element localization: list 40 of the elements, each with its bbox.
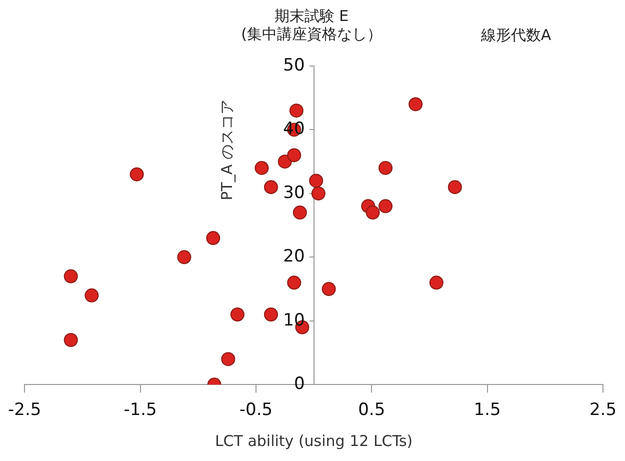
point bbox=[322, 282, 336, 296]
x-tick-label: 2.5 bbox=[589, 400, 617, 420]
point bbox=[230, 308, 244, 322]
x-tick-label: -0.5 bbox=[239, 400, 273, 420]
point bbox=[408, 97, 423, 112]
point bbox=[278, 154, 292, 169]
point bbox=[264, 308, 278, 322]
point bbox=[64, 269, 78, 284]
x-tick-label: -2.5 bbox=[8, 400, 42, 420]
chart-title: 期末試験 E (集中講座資格なし） bbox=[241, 6, 382, 43]
point bbox=[177, 250, 192, 264]
point bbox=[84, 288, 99, 302]
y-tick-label: 20 bbox=[283, 246, 305, 267]
y-tick-label: 0 bbox=[294, 374, 305, 394]
point bbox=[429, 276, 444, 290]
text: 線形代数A bbox=[480, 26, 552, 44]
x-axis-title: LCT ability (using 12 LCTs) bbox=[214, 432, 413, 450]
point bbox=[64, 332, 78, 347]
point bbox=[221, 352, 236, 366]
point bbox=[254, 160, 269, 175]
x-tick-label: -1.5 bbox=[124, 400, 157, 420]
y-tick-label: 30 bbox=[283, 182, 305, 203]
y-tick-label: 10 bbox=[283, 310, 305, 330]
y-axis-title: PT_A のスコア bbox=[218, 100, 236, 200]
point bbox=[287, 148, 302, 162]
y-tick-label: 50 bbox=[283, 55, 305, 76]
point bbox=[309, 174, 324, 188]
point bbox=[378, 199, 393, 214]
x-tick-label: 1.5 bbox=[474, 400, 501, 420]
point bbox=[311, 186, 326, 200]
point bbox=[378, 160, 393, 175]
point bbox=[130, 167, 144, 182]
x-tick-label: 0.5 bbox=[358, 400, 386, 420]
point bbox=[366, 206, 380, 220]
point bbox=[289, 104, 304, 118]
point bbox=[448, 180, 462, 194]
point bbox=[292, 206, 307, 220]
point bbox=[206, 231, 220, 246]
point bbox=[287, 276, 302, 290]
point bbox=[264, 180, 278, 194]
